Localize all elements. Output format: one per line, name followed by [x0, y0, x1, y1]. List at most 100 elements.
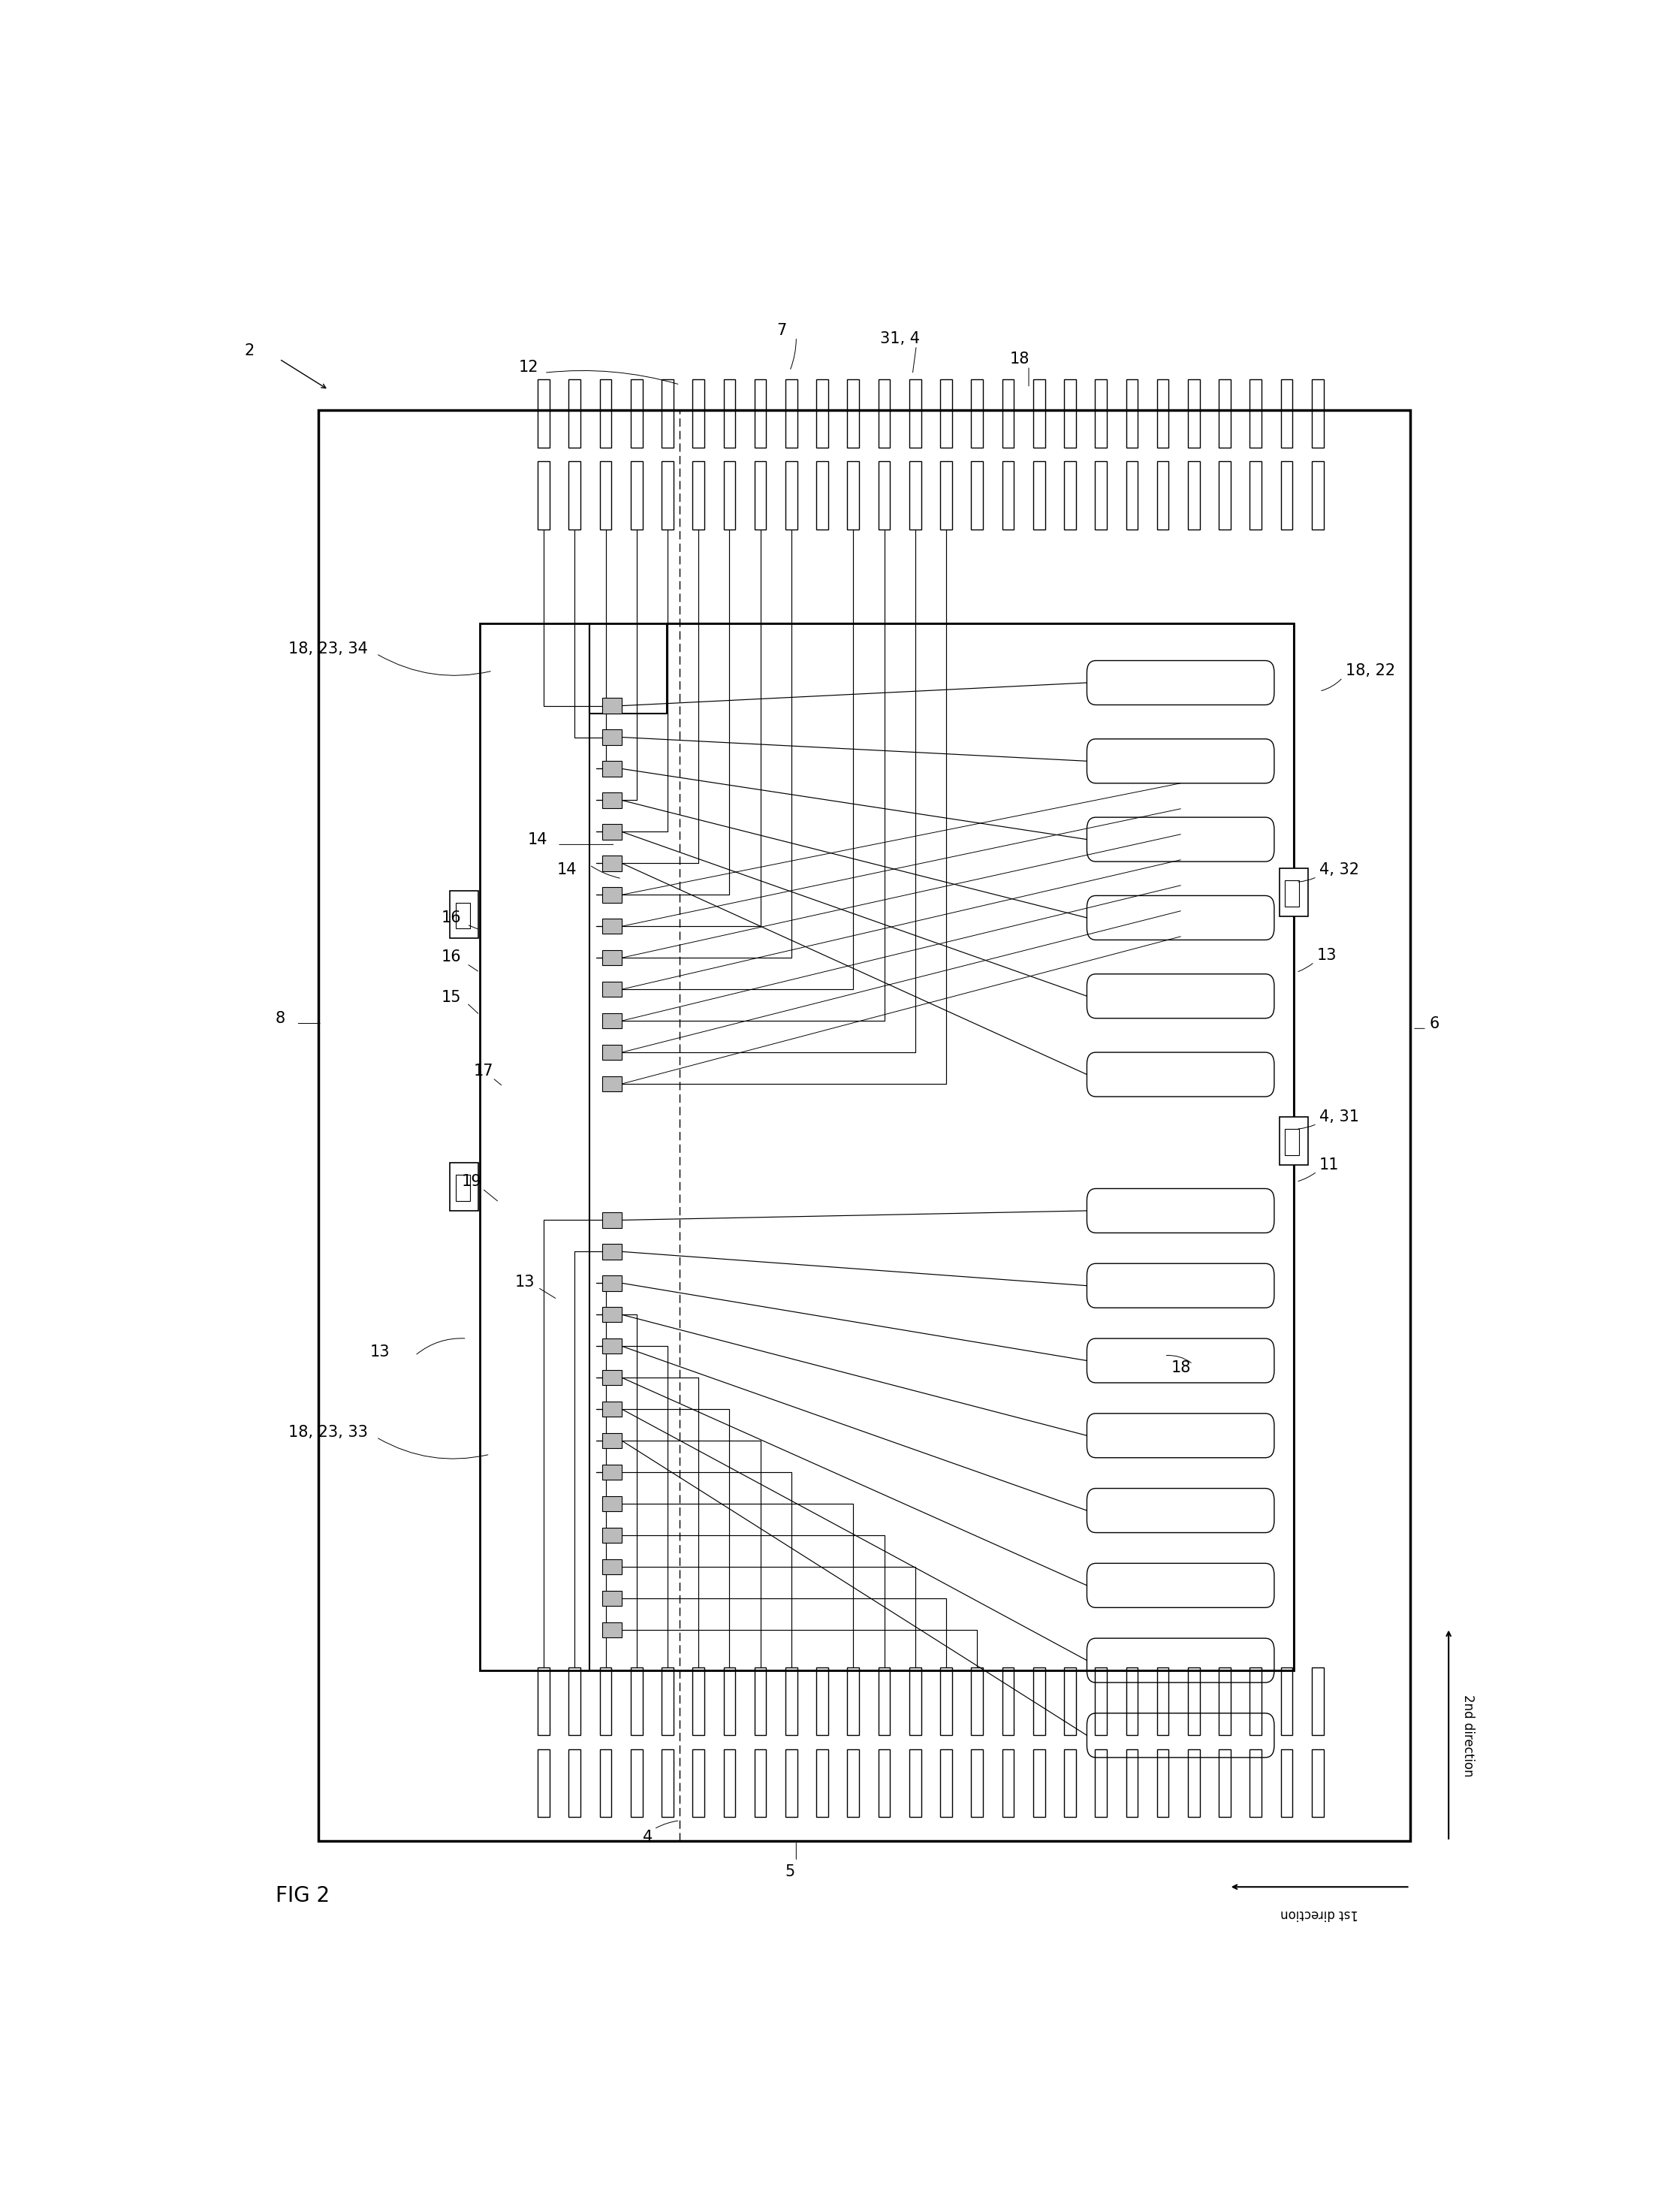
Bar: [817, 380, 828, 447]
Text: 13: 13: [515, 1274, 535, 1290]
Text: 13: 13: [370, 1345, 390, 1360]
Bar: [692, 1750, 705, 1816]
Bar: [602, 1013, 622, 1029]
Text: 18: 18: [1010, 352, 1029, 367]
Text: 4, 31: 4, 31: [1320, 1110, 1359, 1124]
Bar: [972, 1750, 984, 1816]
Bar: [1034, 462, 1045, 529]
Bar: [602, 982, 622, 998]
Bar: [602, 792, 622, 807]
Bar: [1157, 380, 1169, 447]
Bar: [662, 380, 673, 447]
Bar: [318, 409, 1410, 1840]
Bar: [600, 380, 612, 447]
Bar: [1312, 1750, 1324, 1816]
Text: 6: 6: [1429, 1015, 1439, 1031]
Bar: [940, 462, 952, 529]
Bar: [600, 462, 612, 529]
Bar: [1280, 462, 1292, 529]
Bar: [879, 380, 890, 447]
Bar: [847, 1668, 859, 1736]
Bar: [1095, 1750, 1107, 1816]
Bar: [1064, 380, 1075, 447]
Bar: [879, 1750, 890, 1816]
Text: 19: 19: [462, 1175, 482, 1190]
Bar: [1250, 1668, 1262, 1736]
Bar: [1095, 1668, 1107, 1736]
Bar: [1064, 1750, 1075, 1816]
Bar: [568, 1668, 580, 1736]
Text: 11: 11: [1320, 1157, 1339, 1172]
Bar: [847, 1750, 859, 1816]
Bar: [602, 730, 622, 745]
Text: 18: 18: [1170, 1360, 1190, 1376]
Bar: [1312, 1668, 1324, 1736]
Bar: [1219, 1750, 1230, 1816]
Bar: [940, 1750, 952, 1816]
Bar: [755, 380, 767, 447]
Bar: [755, 1668, 767, 1736]
Text: 14: 14: [557, 863, 577, 878]
Bar: [450, 1164, 478, 1210]
Bar: [817, 1750, 828, 1816]
Text: 4, 32: 4, 32: [1320, 863, 1359, 878]
Bar: [1002, 1668, 1014, 1736]
Text: 18, 23, 33: 18, 23, 33: [288, 1425, 368, 1440]
Bar: [602, 1464, 622, 1480]
Text: 5: 5: [785, 1865, 795, 1880]
Bar: [602, 1338, 622, 1354]
Bar: [602, 1590, 622, 1606]
Bar: [602, 1528, 622, 1544]
Bar: [1157, 462, 1169, 529]
Bar: [602, 1495, 622, 1511]
Bar: [602, 1212, 622, 1228]
Bar: [909, 1750, 922, 1816]
Text: 4: 4: [643, 1829, 652, 1845]
Bar: [630, 1750, 642, 1816]
Bar: [602, 1307, 622, 1323]
Text: 2nd direction: 2nd direction: [1462, 1694, 1475, 1776]
Bar: [602, 1402, 622, 1418]
Text: 18, 23, 34: 18, 23, 34: [288, 641, 368, 657]
Bar: [600, 1668, 612, 1736]
Bar: [602, 1369, 622, 1385]
Bar: [538, 462, 550, 529]
Bar: [1095, 462, 1107, 529]
Bar: [1189, 1750, 1200, 1816]
Bar: [630, 1668, 642, 1736]
Bar: [785, 462, 797, 529]
Bar: [602, 1621, 622, 1637]
Bar: [1125, 1668, 1139, 1736]
Bar: [755, 462, 767, 529]
Bar: [879, 1668, 890, 1736]
Bar: [602, 1276, 622, 1292]
Bar: [662, 462, 673, 529]
Bar: [455, 1175, 470, 1201]
Bar: [455, 902, 470, 929]
Bar: [602, 1044, 622, 1060]
Text: 14: 14: [527, 832, 547, 847]
Bar: [538, 1750, 550, 1816]
Bar: [1125, 1750, 1139, 1816]
Bar: [1189, 380, 1200, 447]
Bar: [1280, 380, 1292, 447]
Bar: [602, 1077, 622, 1091]
Bar: [723, 1750, 735, 1816]
Bar: [1189, 462, 1200, 529]
Bar: [602, 1243, 622, 1259]
Bar: [602, 761, 622, 776]
Bar: [972, 1668, 984, 1736]
Bar: [1189, 1668, 1200, 1736]
Bar: [538, 380, 550, 447]
Bar: [692, 1668, 705, 1736]
Bar: [1279, 869, 1309, 916]
Bar: [723, 1668, 735, 1736]
Bar: [450, 891, 478, 938]
Bar: [1157, 1750, 1169, 1816]
Bar: [1219, 462, 1230, 529]
Bar: [723, 462, 735, 529]
Bar: [1250, 380, 1262, 447]
Text: 17: 17: [473, 1064, 493, 1079]
Bar: [1280, 1750, 1292, 1816]
Bar: [602, 951, 622, 964]
